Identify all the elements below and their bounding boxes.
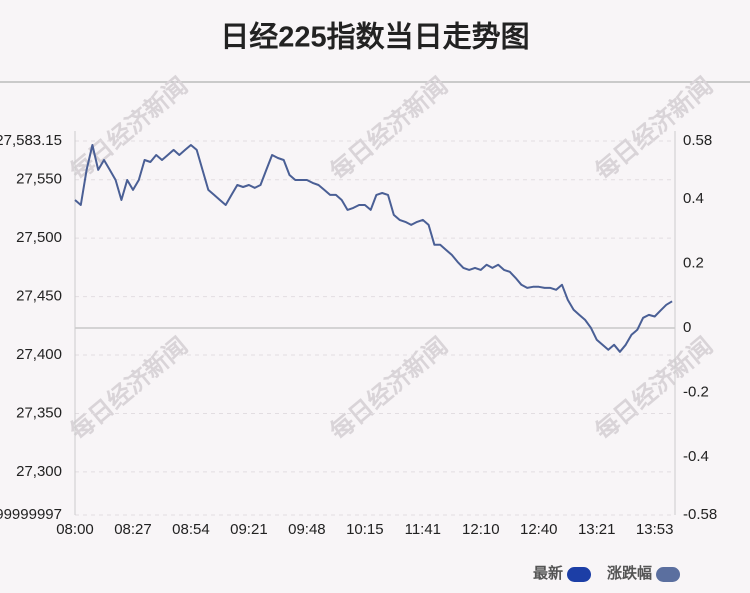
legend-swatch [567,567,592,582]
y-tick-label: 27,300 [16,463,62,480]
y-tick-label: 27,350 [16,404,62,421]
y2-tick-label: -0.58 [683,506,717,523]
y-tick-label: 27,263.1499999997 [0,506,62,523]
y-tick-label: 27,500 [16,229,62,246]
x-tick-label: 13:21 [578,521,616,538]
x-tick-label: 09:48 [288,521,326,538]
y-tick-label: 27,450 [16,288,62,305]
legend-label: 涨跌幅 [607,564,652,582]
legend-swatch [656,567,681,582]
y2-tick-label: 0 [683,319,691,336]
x-tick-label: 09:21 [230,521,268,538]
chart-title: 日经225指数当日走势图 [220,20,529,54]
y2-tick-label: -0.2 [683,383,709,400]
x-tick-label: 08:54 [172,521,210,538]
y-tick-label: 27,550 [16,171,62,188]
x-tick-label: 08:00 [56,521,94,538]
y-tick-label: 27,400 [16,346,62,363]
y-tick-label: 27,583.15 [0,132,62,149]
x-tick-label: 12:10 [462,521,500,538]
y2-tick-label: 0.2 [683,254,704,271]
x-tick-label: 12:40 [520,521,558,538]
legend-label: 最新 [533,564,563,582]
x-tick-label: 13:53 [636,521,674,538]
x-tick-label: 10:15 [346,521,384,538]
y2-tick-label: 0.4 [683,190,704,207]
y2-tick-label: 0.58 [683,132,712,149]
y2-tick-label: -0.4 [683,448,709,465]
x-tick-label: 08:27 [114,521,152,538]
price-line [74,144,673,353]
x-tick-label: 11:41 [405,521,441,538]
